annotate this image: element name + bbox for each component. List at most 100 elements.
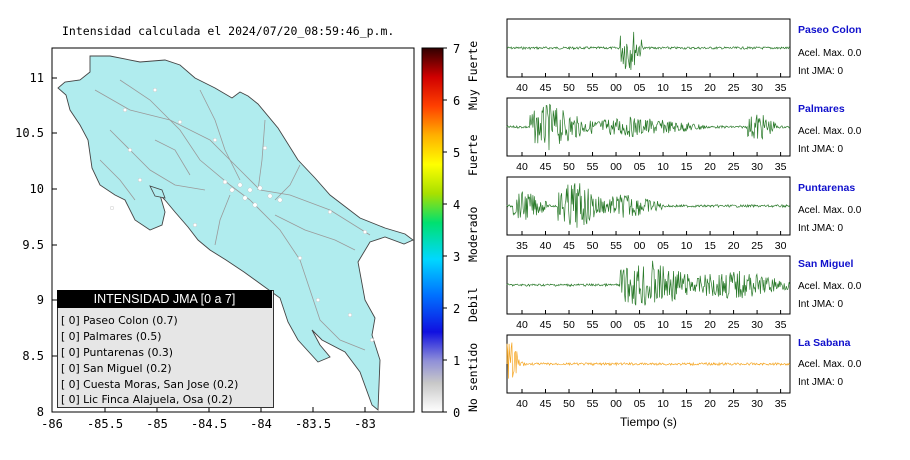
seismogram-tick-label: 50 [563, 161, 575, 173]
seismogram-tick-label: 05 [657, 240, 669, 252]
station-accel: Acel. Max. 0.0 [798, 205, 862, 216]
seismogram-tick-label: 15 [681, 319, 693, 331]
seismogram-tick-label: 55 [587, 82, 599, 94]
station-jma: Int JMA: 0 [798, 144, 844, 155]
map-title: Intensidad calculada el 2024/07/20_08:59… [62, 24, 395, 38]
seismogram-tick-label: 10 [657, 161, 669, 173]
colorbar [421, 47, 444, 413]
seismogram-trace [506, 342, 791, 379]
map-xtick: -83.5 [294, 417, 332, 431]
seismogram-tick-label: 40 [516, 82, 528, 94]
island-shape [149, 185, 166, 199]
seismogram-tick-label: 35 [775, 161, 787, 173]
station-accel: Acel. Max. 0.0 [798, 48, 862, 59]
map-xtick: -84 [250, 417, 272, 431]
colorbar-tick: 1 [453, 354, 461, 368]
legend-header: INTENSIDAD JMA [0 a 7] [57, 290, 272, 308]
seismogram-tick-label: 00 [634, 240, 646, 252]
seismogram-tick-label: 10 [657, 398, 669, 410]
station-name: San Miguel [798, 258, 854, 270]
map-xtick: -84.5 [190, 417, 228, 431]
map-xtick: -85.5 [86, 417, 124, 431]
seismogram-tick-label: 30 [751, 161, 763, 173]
map-xtick: -83 [354, 417, 376, 431]
seismogram-tick-label: 55 [587, 161, 599, 173]
seismogram-tick-label: 35 [775, 398, 787, 410]
map-ytick: 8 [36, 405, 44, 419]
seismogram-tick-label: 30 [751, 82, 763, 94]
seismogram-tick-label: 05 [634, 398, 646, 410]
station-accel: Acel. Max. 0.0 [798, 359, 862, 370]
map-ytick: 9.5 [22, 238, 44, 252]
seismogram-tick-label: 50 [587, 240, 599, 252]
seismogram-trace [506, 103, 791, 151]
seismogram-tick-label: 55 [587, 319, 599, 331]
station-jma: Int JMA: 0 [798, 223, 844, 234]
seismogram-tick-label: 20 [704, 161, 716, 173]
map-ytick: 8.5 [22, 349, 44, 363]
road-network [94, 79, 371, 351]
colorbar-tick: 6 [453, 94, 461, 108]
legend-item: [ 0] Puntarenas (0.3) [61, 346, 173, 359]
seismogram-tick-label: 20 [728, 240, 740, 252]
colorbar-tick: 4 [453, 198, 461, 212]
station-jma: Int JMA: 0 [798, 377, 844, 388]
seismogram-tick-label: 00 [610, 398, 622, 410]
seismogram-trace [506, 31, 791, 71]
seismogram-tick-label: 50 [563, 398, 575, 410]
seismogram-tick-label: 10 [681, 240, 693, 252]
seismogram-tick-label: 45 [563, 240, 575, 252]
seismogram-tick-label: 00 [610, 82, 622, 94]
legend-item: [ 0] Paseo Colon (0.7) [61, 314, 178, 327]
map-ytick: 10 [29, 182, 44, 196]
seismogram-tick-label: 10 [657, 82, 669, 94]
seismogram-tick-label: 45 [540, 398, 552, 410]
seismogram-tick-label: 55 [610, 240, 622, 252]
seismogram-tick-label: 25 [728, 319, 740, 331]
seismogram-tick-label: 40 [516, 161, 528, 173]
seismogram-tick-label: 15 [681, 398, 693, 410]
seismogram-tick-label: 20 [704, 319, 716, 331]
station-accel: Acel. Max. 0.0 [798, 281, 862, 292]
seismogram-tick-label: 25 [728, 161, 740, 173]
seismogram-tick-label: 35 [775, 319, 787, 331]
seismogram-tick-label: 45 [540, 161, 552, 173]
station-jma: Int JMA: 0 [798, 299, 844, 310]
seismogram-tick-label: 55 [587, 398, 599, 410]
seismogram-tick-label: 50 [563, 82, 575, 94]
seismogram-tick-label: 35 [775, 82, 787, 94]
seismogram-tick-label: 10 [657, 319, 669, 331]
seismogram-tick-label: 20 [704, 398, 716, 410]
seismogram-tick-label: 35 [516, 240, 528, 252]
station-name: Paseo Colon [798, 24, 862, 36]
seismogram-tick-label: 15 [681, 161, 693, 173]
colorbar-tick: 3 [453, 250, 461, 264]
seismogram-tick-label: 05 [634, 82, 646, 94]
station-accel: Acel. Max. 0.0 [798, 126, 862, 137]
seismogram-tick-label: 15 [704, 240, 716, 252]
legend-item: [ 0] San Miguel (0.2) [61, 362, 172, 375]
seismogram-tick-label: 15 [681, 82, 693, 94]
station-name: Palmares [798, 103, 845, 115]
map-xtick: -86 [41, 417, 63, 431]
colorbar-tick: 0 [453, 406, 461, 420]
seismogram-tick-label: 05 [634, 319, 646, 331]
seismogram-tick-label: 40 [516, 398, 528, 410]
map-ytick: 9 [36, 293, 44, 307]
station-jma: Int JMA: 0 [798, 66, 844, 77]
colorbar-ticks [443, 47, 447, 413]
map-ytick: 10.5 [15, 126, 44, 140]
seismogram-tick-label: 25 [728, 82, 740, 94]
seismogram-trace [506, 260, 791, 306]
seismogram-tick-label: 00 [610, 161, 622, 173]
seismogram-tick-label: 40 [516, 319, 528, 331]
seismogram-trace [506, 183, 791, 228]
map-xtick: -85 [146, 417, 168, 431]
seismogram-tick-label: 00 [610, 319, 622, 331]
seismogram-tick-label: 30 [775, 240, 787, 252]
seismogram-tick-label: 25 [751, 240, 763, 252]
legend-item: [ 0] Cuesta Moras, San Jose (0.2) [61, 378, 239, 391]
colorbar-tick: 7 [453, 42, 461, 56]
seismogram-tick-label: 30 [751, 398, 763, 410]
